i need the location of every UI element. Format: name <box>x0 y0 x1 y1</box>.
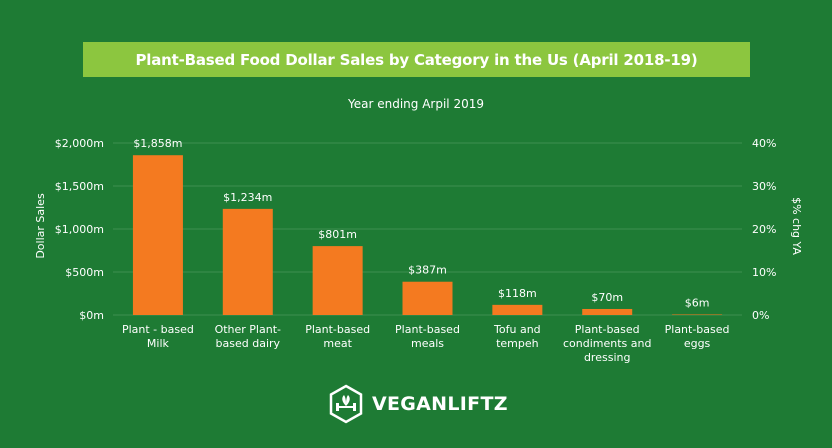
x-tick-label: Plant-based condiments and dressing <box>563 323 651 364</box>
x-tick-label-line: Tofu and <box>493 323 541 336</box>
y2-tick-label: 30% <box>752 180 776 193</box>
x-tick-label-line: Plant-based <box>665 323 730 336</box>
x-tick-label: Plant-based meals <box>395 323 460 350</box>
bar <box>492 304 543 315</box>
y-tick-label: $1,000m <box>55 223 104 236</box>
chart-title: Plant-Based Food Dollar Sales by Categor… <box>135 50 698 69</box>
y-axis-label: Dollar Sales <box>34 193 47 259</box>
y2-axis-label: $% chg YA <box>790 197 803 255</box>
bar-value-label: $70m <box>591 291 623 304</box>
chart-title-bar: Plant-Based Food Dollar Sales by Categor… <box>83 42 750 77</box>
y2-tick-label: 20% <box>752 223 776 236</box>
bar <box>222 208 273 315</box>
x-tick-label-line: Other Plant- <box>215 323 281 336</box>
y2-tick-label: 10% <box>752 266 776 279</box>
bar <box>582 308 633 315</box>
x-tick-label-line: based dairy <box>216 337 281 350</box>
bar-value-label: $6m <box>685 296 710 309</box>
bar-value-label: $387m <box>408 264 447 277</box>
x-tick-label: Plant-based meat <box>305 323 370 350</box>
y2-tick-label: 0% <box>752 309 769 322</box>
bar <box>402 281 453 315</box>
brand-logo: VEGANLIFTZ <box>328 382 508 426</box>
y-tick-label: $0m <box>79 309 104 322</box>
bar <box>672 314 723 315</box>
x-tick-label: Plant - based Milk <box>122 323 194 350</box>
x-tick-label-line: meals <box>411 337 444 350</box>
x-tick-label-line: tempeh <box>496 337 539 350</box>
x-tick-label: Plant-based eggs <box>665 323 730 350</box>
brand-name: VEGANLIFTZ <box>372 393 508 415</box>
y2-tick-label: 40% <box>752 137 776 150</box>
x-tick-label: Other Plant-based dairy <box>215 323 281 350</box>
chart-subtitle: Year ending Arpil 2019 <box>348 97 484 111</box>
x-tick-label-line: condiments and <box>563 337 651 350</box>
bar <box>312 246 363 315</box>
bar <box>132 155 183 315</box>
x-tick-label-line: eggs <box>684 337 711 350</box>
bar-value-label: $1,234m <box>223 191 272 204</box>
bar-value-label: $801m <box>318 228 357 241</box>
x-tick-label-line: Plant-based <box>305 323 370 336</box>
x-tick-label-line: meat <box>323 337 352 350</box>
x-tick-label-line: Plant-based <box>395 323 460 336</box>
y-tick-label: $500m <box>65 266 104 279</box>
x-tick-label-line: Plant-based <box>575 323 640 336</box>
bar-value-label: $1,858m <box>133 137 182 150</box>
x-tick-label-line: Milk <box>147 337 170 350</box>
y-tick-label: $2,000m <box>55 137 104 150</box>
x-tick-label: Tofu and tempeh <box>493 323 541 350</box>
x-tick-label-line: dressing <box>584 351 631 364</box>
x-tick-label-line: Plant - based <box>122 323 194 336</box>
y-tick-label: $1,500m <box>55 180 104 193</box>
hexagon-plant-dumbbell-icon <box>329 384 363 424</box>
bar-value-label: $118m <box>498 287 537 300</box>
